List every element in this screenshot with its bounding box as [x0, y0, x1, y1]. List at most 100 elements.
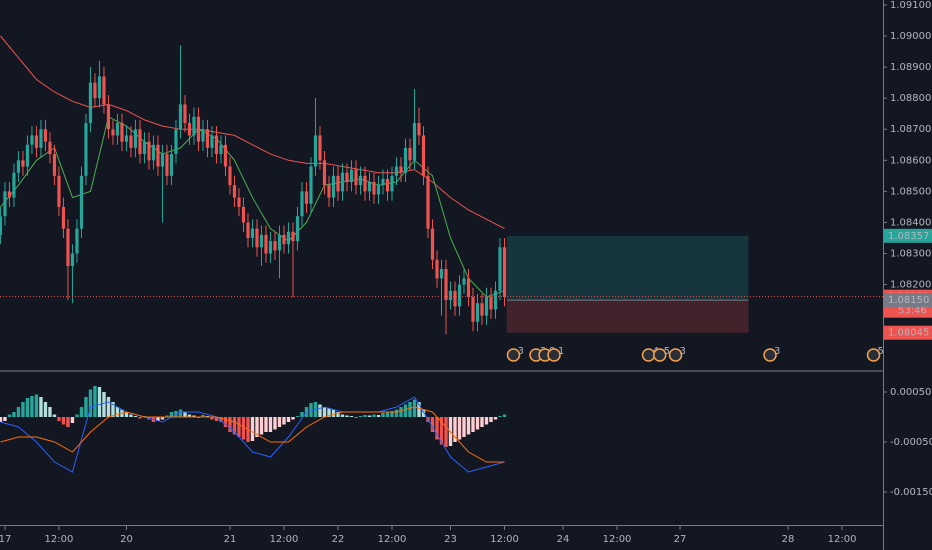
histogram-bar: [421, 409, 426, 417]
candle-body: [264, 234, 268, 254]
histogram-bar: [484, 417, 489, 425]
histogram-bar: [327, 408, 331, 417]
y-tick-label: 1.08300: [890, 249, 931, 260]
candle-body: [466, 278, 471, 297]
histogram-bar: [358, 416, 363, 417]
candle-body: [376, 185, 381, 195]
candle-body: [52, 154, 57, 176]
candle-body: [439, 269, 444, 279]
histogram-bar: [192, 415, 196, 417]
candle-body: [331, 175, 336, 198]
histogram-bar: [385, 412, 390, 417]
candle-body: [354, 169, 358, 186]
event-icon: [866, 348, 881, 362]
histogram-bar: [291, 417, 295, 420]
histogram-bar: [201, 415, 205, 417]
candle-body: [358, 175, 363, 186]
candle-body: [291, 231, 295, 242]
candle-body: [453, 290, 457, 307]
y-tick-label: 1.08500: [890, 186, 931, 197]
histogram-bar: [97, 387, 102, 417]
candle-body: [313, 135, 318, 167]
histogram-bar: [322, 407, 327, 417]
countdown-label: 53:46: [898, 306, 927, 317]
histogram-bar: [61, 417, 66, 425]
candle-body: [43, 129, 48, 142]
histogram-bar: [462, 417, 466, 437]
histogram-bar: [93, 386, 97, 417]
candle-body: [345, 172, 349, 183]
candle-body: [268, 241, 273, 254]
stop-tag: [884, 325, 932, 340]
event-label: 5: [664, 346, 670, 357]
histogram-bar: [223, 417, 228, 427]
histogram-bar: [39, 397, 43, 417]
histogram-bar: [295, 416, 300, 417]
histogram-bar: [273, 417, 277, 430]
candle-body: [282, 234, 286, 245]
histogram-bar: [70, 417, 75, 423]
candle-body: [138, 129, 142, 155]
histogram-bar: [124, 412, 129, 417]
candle-body: [102, 76, 106, 105]
candle-body: [3, 191, 7, 217]
candle-body: [381, 178, 385, 186]
histogram-bar: [367, 415, 372, 417]
histogram-bar: [237, 417, 241, 437]
x-tick-label: 12:00: [490, 534, 519, 545]
histogram-bar: [282, 417, 286, 425]
candle-body: [228, 166, 232, 186]
candle-body: [187, 123, 192, 136]
candle-body: [336, 175, 340, 192]
histogram-bar: [475, 417, 480, 430]
histogram-bar: [169, 412, 174, 417]
histogram-bar: [3, 417, 7, 421]
histogram-bar: [52, 414, 57, 417]
candle-body: [16, 160, 21, 173]
event-icon: [547, 348, 561, 362]
candle-body: [0, 216, 3, 235]
candle-body: [66, 228, 70, 266]
candle-body: [12, 172, 16, 198]
histogram-bar: [165, 415, 169, 417]
histogram-bar: [0, 417, 3, 422]
histogram-bar: [138, 417, 142, 419]
histogram-bar: [115, 407, 120, 417]
x-tick-label: 21: [224, 534, 237, 545]
candle-body: [201, 129, 205, 142]
candle-body: [30, 135, 34, 145]
profit-zone: [506, 235, 749, 301]
histogram-bar: [340, 414, 345, 417]
x-tick-label: 12:00: [378, 534, 407, 545]
histogram-bar: [502, 414, 507, 417]
candle-body: [79, 175, 84, 229]
histogram-bar: [457, 417, 462, 440]
histogram-bar: [354, 417, 358, 418]
candle-body: [147, 141, 151, 161]
histogram-bar: [349, 416, 354, 417]
candle-body: [165, 154, 169, 176]
histogram-bar: [444, 417, 448, 447]
histogram-bar: [480, 417, 484, 427]
y-tick-label: 1.09000: [890, 31, 931, 42]
x-tick-label: 23: [444, 534, 457, 545]
candle-body: [385, 178, 390, 192]
histogram-bar: [156, 417, 160, 421]
candle-body: [309, 166, 313, 204]
candle-body: [97, 76, 102, 99]
histogram-bar: [106, 397, 111, 417]
candle-body: [120, 123, 124, 142]
histogram-bar: [34, 394, 39, 417]
histogram-bar: [372, 414, 376, 417]
candle-body: [340, 172, 345, 192]
candle-body: [250, 228, 255, 238]
histogram-bar: [471, 417, 475, 432]
histogram-bar: [210, 417, 214, 420]
histogram-bar: [309, 403, 313, 417]
histogram-bar: [376, 415, 381, 417]
histogram-bar: [129, 414, 133, 417]
histogram-bar: [489, 417, 493, 422]
x-tick-label: 12:00: [828, 534, 857, 545]
candle-body: [169, 154, 174, 176]
